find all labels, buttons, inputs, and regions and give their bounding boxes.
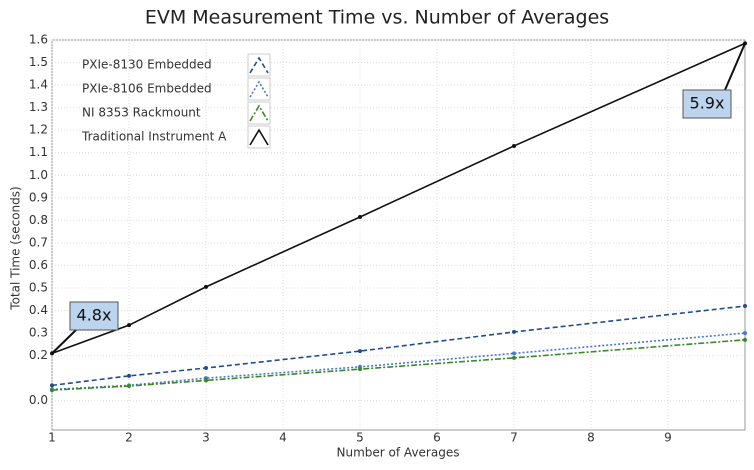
annotation-arrow bbox=[724, 42, 746, 91]
y-tick-label: 1.5 bbox=[29, 55, 48, 69]
y-tick-label: 1.6 bbox=[29, 33, 48, 47]
data-point bbox=[358, 367, 362, 372]
y-tick-label: 0.9 bbox=[29, 190, 48, 204]
y-tick-label: 0.0 bbox=[29, 393, 48, 407]
y-tick-label: 0.2 bbox=[29, 348, 48, 362]
data-point bbox=[743, 304, 747, 309]
data-point bbox=[743, 337, 747, 342]
data-point bbox=[204, 378, 208, 383]
x-tick-label: 5 bbox=[356, 431, 364, 445]
x-tick-label: 6 bbox=[433, 431, 441, 445]
data-point bbox=[204, 284, 208, 289]
legend-label: PXIe-8130 Embedded bbox=[82, 58, 212, 72]
data-point bbox=[127, 323, 131, 328]
data-point bbox=[204, 366, 208, 371]
data-point bbox=[512, 143, 516, 148]
legend-label: PXIe-8106 Embedded bbox=[82, 82, 212, 96]
y-tick-label: 0.4 bbox=[29, 303, 48, 317]
chart-title: EVM Measurement Time vs. Number of Avera… bbox=[145, 7, 609, 29]
data-point bbox=[127, 384, 131, 389]
y-tick-label: 0.3 bbox=[29, 326, 48, 340]
legend-swatch bbox=[249, 104, 269, 122]
y-tick-label: 1.0 bbox=[29, 168, 48, 182]
x-tick-label: 2 bbox=[125, 431, 133, 445]
annotation-text: 4.8x bbox=[77, 306, 112, 325]
legend-label: NI 8353 Rackmount bbox=[82, 106, 201, 120]
y-tick-label: 0.5 bbox=[29, 280, 48, 294]
x-tick-label: 4 bbox=[279, 431, 287, 445]
y-tick-label: 0.6 bbox=[29, 258, 48, 272]
data-point bbox=[358, 214, 362, 219]
x-tick-label: 1 bbox=[48, 431, 56, 445]
series-line bbox=[51, 305, 746, 387]
y-tick-label: 1.4 bbox=[29, 78, 48, 92]
annotation-box bbox=[69, 301, 119, 331]
y-tick-label: 1.3 bbox=[29, 100, 48, 114]
x-tick-label: 3 bbox=[202, 431, 210, 445]
annotation-arrow bbox=[51, 329, 77, 355]
plot-area bbox=[51, 39, 746, 431]
legend-swatch-box bbox=[247, 101, 271, 125]
legend-swatch-box bbox=[247, 125, 271, 149]
y-tick-label: 1.2 bbox=[29, 123, 48, 137]
x-tick-label: 7 bbox=[510, 431, 518, 445]
legend-label: Traditional Instrument A bbox=[81, 130, 227, 144]
data-point bbox=[512, 351, 516, 356]
data-point bbox=[512, 329, 516, 334]
legend-swatch-box bbox=[247, 53, 271, 77]
x-tick-label: 9 bbox=[664, 431, 672, 445]
x-axis-label: Number of Averages bbox=[337, 446, 460, 460]
y-axis-label: Total Time (seconds) bbox=[9, 186, 23, 310]
series-line bbox=[51, 339, 746, 391]
data-point bbox=[743, 331, 747, 336]
legend-swatch-box bbox=[247, 77, 271, 101]
y-tick-label: 0.8 bbox=[29, 213, 48, 227]
annotation-box bbox=[682, 89, 732, 119]
data-point bbox=[358, 349, 362, 354]
annotation-text: 5.9x bbox=[690, 94, 725, 113]
x-tick-label: 8 bbox=[587, 431, 595, 445]
data-point bbox=[127, 373, 131, 378]
legend-swatch bbox=[249, 128, 269, 146]
data-point bbox=[50, 383, 54, 388]
y-tick-label: 0.7 bbox=[29, 235, 48, 249]
data-point bbox=[512, 355, 516, 360]
legend-swatch bbox=[249, 80, 269, 98]
y-tick-label: 1.1 bbox=[29, 145, 48, 159]
data-point bbox=[50, 388, 54, 393]
legend-swatch bbox=[249, 56, 269, 74]
